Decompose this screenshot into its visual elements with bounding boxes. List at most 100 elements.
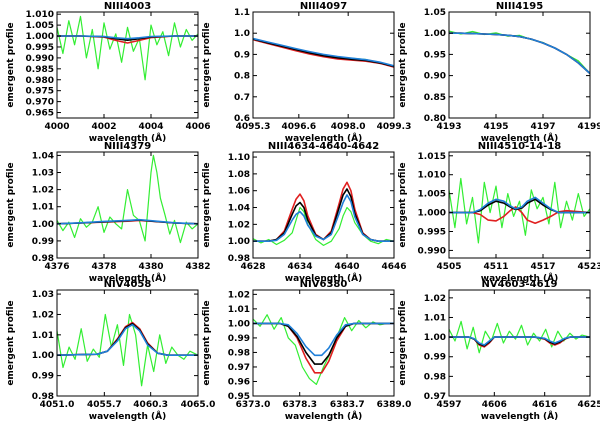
panel-7: 4051.0 4055.7 4060.3 4065.0 0.98 0.99 1.00 1.01… [6, 279, 215, 422]
y-tick-label: 1.015 [418, 152, 446, 162]
y-tick-label: 0.95 [228, 392, 250, 402]
series-model-red-line [253, 181, 394, 242]
panel-title: NIII4634-4640-4642 [268, 141, 379, 152]
y-tick-label: 1.000 [418, 209, 446, 219]
y-tick-label: 1.010 [26, 10, 54, 20]
plot-frame [56, 289, 199, 397]
x-tick-label: 4517 [530, 262, 555, 272]
x-axis-label: wavelength (Å) [285, 411, 362, 422]
y-tick-label: 0.990 [418, 246, 446, 256]
y-tick-label: 0.85 [424, 93, 446, 103]
x-tick-label: 6373.0 [236, 400, 271, 410]
series-observed-line [449, 177, 590, 244]
y-tick-label: 0.995 [26, 43, 54, 53]
y-tick-label: 1.02 [32, 186, 54, 196]
series-model-black-line [449, 32, 590, 75]
y-tick-label: 1.02 [228, 220, 250, 230]
y-axis-label: emergent profile [6, 300, 16, 385]
y-tick-label: 1.10 [228, 153, 250, 163]
x-axis-label: wavelength (Å) [89, 133, 166, 144]
x-tick-label: 4199 [577, 122, 600, 132]
panel-6: 4505 4511 4517 4523 0.990 0.995 1.000 1.005 1.01… [398, 141, 600, 284]
panel-9: 4597 4606 4616 4625 0.97 0.98 0.99 1.00 1.01 1.02… [398, 279, 600, 422]
series-observed-line [57, 154, 198, 244]
y-tick-label: 1.1 [234, 8, 250, 18]
y-axis-label: emergent profile [6, 162, 16, 247]
x-tick-label: 4193 [436, 122, 461, 132]
plot-frame [448, 11, 591, 119]
series-model-blue-line [449, 196, 590, 214]
y-tick-label: 0.6 [234, 114, 250, 124]
x-tick-label: 4060.3 [133, 400, 168, 410]
panel-title: NIII4195 [496, 1, 543, 12]
panel-8: 6373.0 6378.3 6383.7 6389.0 0.95 0.96 0.97 0.98… [202, 279, 411, 422]
x-tick-label: 4051.0 [40, 400, 75, 410]
x-axis-label: wavelength (Å) [89, 411, 166, 422]
y-tick-label: 0.8 [234, 72, 250, 82]
series-model-blue-line [253, 194, 394, 242]
y-tick-label: 1.01 [32, 203, 54, 213]
x-tick-label: 4606 [482, 400, 507, 410]
plot-frame [448, 151, 591, 259]
x-tick-label: 4099.3 [377, 122, 412, 132]
y-tick-label: 0.9 [234, 50, 250, 60]
y-tick-label: 0.90 [424, 72, 446, 82]
x-tick-label: 4197 [530, 122, 555, 132]
x-tick-label: 4511 [483, 262, 508, 272]
x-tick-label: 4095.3 [236, 122, 271, 132]
series-observed-line [57, 313, 198, 387]
plot-frame [448, 289, 591, 397]
y-tick-label: 0.97 [424, 392, 446, 402]
x-tick-label: 4000 [44, 122, 69, 132]
x-tick-label: 6389.0 [377, 400, 412, 410]
y-tick-label: 1.01 [32, 331, 54, 341]
x-tick-label: 4065.0 [181, 400, 216, 410]
y-tick-label: 0.99 [32, 372, 54, 382]
series-observed-line [253, 314, 394, 385]
panel-title: NIII4003 [104, 1, 151, 12]
x-tick-label: 6383.7 [330, 400, 365, 410]
series-model-blue-line [57, 323, 198, 357]
x-tick-label: 4616 [532, 400, 557, 410]
x-tick-label: 4646 [381, 262, 406, 272]
y-tick-label: 1.01 [228, 305, 250, 315]
y-axis-label: emergent profile [398, 162, 408, 247]
x-tick-label: 6378.3 [282, 400, 317, 410]
plot-frame [56, 11, 199, 119]
y-tick-label: 1.01 [424, 313, 446, 323]
y-tick-label: 0.98 [32, 392, 54, 402]
series-model-black-line [253, 188, 394, 242]
y-axis-label: emergent profile [202, 162, 212, 247]
y-tick-label: 0.80 [424, 114, 446, 124]
y-tick-label: 0.995 [418, 228, 446, 238]
x-tick-label: 4625 [577, 400, 600, 410]
plot-frame [252, 151, 395, 259]
y-tick-label: 1.00 [32, 351, 54, 361]
x-tick-label: 4006 [185, 122, 210, 132]
y-tick-label: 0.95 [424, 50, 446, 60]
series-model-blue-line [253, 37, 394, 67]
x-tick-label: 4376 [44, 262, 69, 272]
y-tick-label: 1.00 [424, 333, 446, 343]
y-tick-label: 0.98 [228, 254, 250, 264]
x-axis-label: wavelength (Å) [481, 133, 558, 144]
y-axis-label: emergent profile [398, 300, 408, 385]
y-tick-label: 1.00 [228, 319, 250, 329]
x-axis-label: wavelength (Å) [285, 273, 362, 284]
y-tick-label: 1.02 [32, 310, 54, 320]
y-tick-label: 1.02 [424, 294, 446, 304]
series-model-blue-line [253, 322, 394, 357]
y-tick-label: 1.03 [32, 290, 54, 300]
y-tick-label: 0.99 [228, 334, 250, 344]
x-tick-label: 4195 [483, 122, 508, 132]
series-model-red-line [449, 32, 590, 75]
panel-title: NV4603-4619 [482, 279, 558, 290]
y-tick-label: 1.010 [418, 171, 446, 181]
y-tick-label: 0.97 [228, 363, 250, 373]
x-tick-label: 4096.6 [281, 122, 316, 132]
x-tick-label: 4597 [436, 400, 461, 410]
y-tick-label: 1.00 [424, 29, 446, 39]
x-tick-label: 4505 [436, 262, 461, 272]
x-tick-label: 4382 [185, 262, 210, 272]
x-tick-label: 4098.0 [331, 122, 366, 132]
